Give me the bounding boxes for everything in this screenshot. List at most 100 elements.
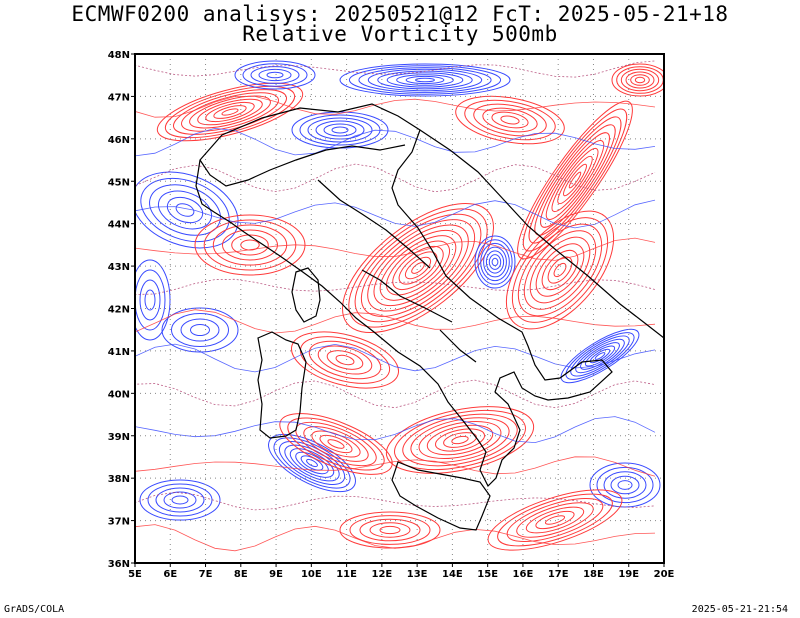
positive-vorticity-contour xyxy=(541,249,579,291)
y-tick-label: 36N xyxy=(108,559,130,570)
positive-vorticity-contour xyxy=(464,99,556,141)
negative-vorticity-contour xyxy=(405,75,445,85)
positive-vorticity-contour xyxy=(369,522,411,538)
negative-vorticity-contour xyxy=(603,471,647,499)
positive-vorticity-contour xyxy=(500,115,520,125)
weak-vorticity-contour xyxy=(135,491,656,511)
positive-vorticity-contour xyxy=(299,336,391,384)
negative-vorticity-contour xyxy=(415,77,435,83)
positive-vorticity-contour xyxy=(497,493,613,547)
positive-vorticity-contour xyxy=(173,89,287,135)
positive-vorticity-contour xyxy=(534,124,616,236)
negative-vorticity-contour xyxy=(488,254,502,270)
positive-vorticity-contour xyxy=(545,140,605,220)
y-tick-label: 39N xyxy=(108,432,130,443)
sardinia-coast xyxy=(257,331,307,439)
positive-vorticity-contour xyxy=(156,82,304,142)
negative-vorticity-contour xyxy=(594,352,606,360)
positive-vorticity-contour xyxy=(525,506,585,534)
positive-vorticity-contour xyxy=(517,223,603,317)
positive-vorticity-contour xyxy=(568,171,582,189)
x-tick-label: 14E xyxy=(442,569,463,580)
negative-vorticity-contour xyxy=(155,487,205,513)
positive-vorticity-contour xyxy=(359,518,421,542)
negative-vorticity-contour xyxy=(396,74,454,86)
negative-vorticity-contour xyxy=(166,196,204,224)
positive-vorticity-contour xyxy=(411,262,425,274)
positive-vorticity-contour xyxy=(487,489,623,551)
negative-vorticity-contour xyxy=(299,114,381,146)
positive-vorticity-contour xyxy=(205,101,255,123)
weak-vorticity-contour xyxy=(135,309,656,334)
x-tick-label: 6E xyxy=(163,569,177,580)
positive-vorticity-contour xyxy=(360,219,476,317)
positive-vorticity-contour xyxy=(385,406,535,474)
positive-vorticity-contour xyxy=(434,428,486,452)
weak-vorticity-contour xyxy=(135,524,656,552)
negative-vorticity-contour xyxy=(560,328,640,384)
negative-vorticity-contour xyxy=(266,71,284,79)
negative-vorticity-contour xyxy=(367,68,483,92)
negative-vorticity-contour xyxy=(163,491,197,509)
x-tick-label: 17E xyxy=(548,569,569,580)
negative-vorticity-contour xyxy=(331,126,349,134)
negative-vorticity-contour xyxy=(234,60,316,90)
positive-vorticity-contour xyxy=(189,95,271,129)
positive-vorticity-contour xyxy=(528,116,622,244)
negative-vorticity-contour xyxy=(139,279,161,321)
weak-vorticity-contour xyxy=(135,199,656,229)
x-tick-label: 19E xyxy=(618,569,639,580)
weak-vorticity-contour xyxy=(135,456,656,477)
positive-vorticity-contour xyxy=(327,439,345,449)
positive-vorticity-contour xyxy=(517,100,633,260)
positive-vorticity-contour xyxy=(221,108,239,116)
positive-vorticity-contour xyxy=(319,434,353,454)
positive-vorticity-contour xyxy=(522,108,628,252)
y-tick-label: 45N xyxy=(108,177,130,188)
positive-vorticity-contour xyxy=(379,235,457,301)
positive-vorticity-contour xyxy=(367,224,469,312)
positive-vorticity-contour xyxy=(181,92,279,132)
negative-vorticity-contour xyxy=(242,63,308,87)
x-tick-label: 16E xyxy=(513,569,534,580)
positive-vorticity-contour xyxy=(426,424,494,456)
negative-vorticity-contour xyxy=(348,65,502,95)
weak-vorticity-contour xyxy=(135,60,656,78)
y-tick-label: 47N xyxy=(108,92,130,103)
coastlines-and-borders xyxy=(195,103,664,531)
negative-vorticity-contour xyxy=(565,332,635,380)
positive-vorticity-contour xyxy=(373,229,463,307)
corsica-coast xyxy=(291,267,321,323)
positive-vorticity-contour xyxy=(197,98,263,126)
weak-vorticity-contour xyxy=(135,127,656,157)
y-tick-label: 44N xyxy=(108,220,130,231)
footer-timestamp: 2025-05-21-21:54 xyxy=(691,604,788,615)
italy-peninsula-coast xyxy=(195,103,613,488)
negative-vorticity-contour xyxy=(477,239,513,285)
positive-vorticity-contour xyxy=(473,103,547,137)
positive-vorticity-contour xyxy=(547,256,573,284)
negative-vorticity-contour xyxy=(135,269,166,331)
positive-vorticity-contour xyxy=(303,426,369,462)
y-tick-label: 46N xyxy=(108,135,130,146)
positive-vorticity-contour xyxy=(529,236,591,304)
negative-vorticity-contour xyxy=(386,72,464,88)
title-line-2: Relative Vorticity 500mb xyxy=(242,22,558,46)
negative-vorticity-contour xyxy=(250,66,300,84)
x-tick-label: 8E xyxy=(234,569,248,580)
y-tick-label: 37N xyxy=(108,517,130,528)
positive-vorticity-contour xyxy=(540,132,610,228)
positive-vorticity-contour xyxy=(535,243,585,297)
positive-vorticity-contour xyxy=(491,111,529,129)
y-tick-label: 41N xyxy=(108,347,130,358)
x-tick-label: 18E xyxy=(583,569,604,580)
positive-vorticity-contour xyxy=(394,409,526,471)
negative-vorticity-contour xyxy=(149,184,221,236)
positive-vorticity-contour xyxy=(482,107,538,133)
positive-vorticity-contour xyxy=(290,331,400,389)
x-tick-label: 7E xyxy=(199,569,213,580)
footer-software-label: GrADS/COLA xyxy=(4,604,65,615)
negative-vorticity-contour xyxy=(596,466,654,504)
positive-vorticity-contour xyxy=(557,155,593,205)
